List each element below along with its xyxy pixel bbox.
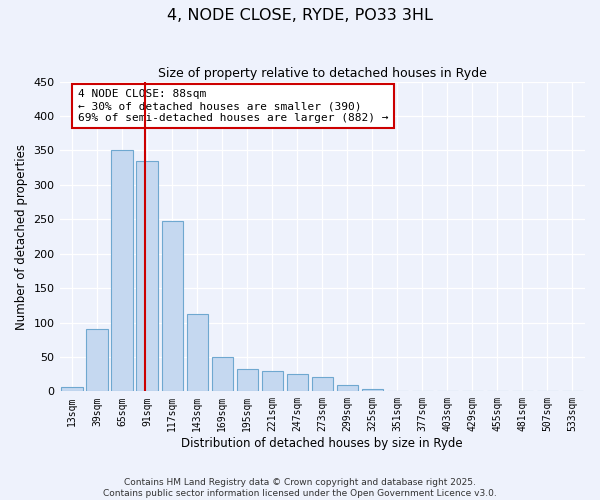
- Bar: [362, 388, 383, 392]
- Bar: [337, 385, 358, 392]
- Bar: [187, 314, 208, 392]
- Text: Contains HM Land Registry data © Crown copyright and database right 2025.
Contai: Contains HM Land Registry data © Crown c…: [103, 478, 497, 498]
- Bar: [212, 357, 233, 392]
- Title: Size of property relative to detached houses in Ryde: Size of property relative to detached ho…: [158, 68, 487, 80]
- Bar: [311, 377, 333, 392]
- Bar: [262, 370, 283, 392]
- Bar: [287, 374, 308, 392]
- Y-axis label: Number of detached properties: Number of detached properties: [15, 144, 28, 330]
- Text: 4 NODE CLOSE: 88sqm
← 30% of detached houses are smaller (390)
69% of semi-detac: 4 NODE CLOSE: 88sqm ← 30% of detached ho…: [78, 90, 388, 122]
- Bar: [112, 150, 133, 392]
- Bar: [86, 330, 108, 392]
- Bar: [61, 387, 83, 392]
- X-axis label: Distribution of detached houses by size in Ryde: Distribution of detached houses by size …: [181, 437, 463, 450]
- Bar: [236, 370, 258, 392]
- Bar: [412, 390, 433, 392]
- Bar: [161, 222, 183, 392]
- Bar: [136, 161, 158, 392]
- Text: 4, NODE CLOSE, RYDE, PO33 3HL: 4, NODE CLOSE, RYDE, PO33 3HL: [167, 8, 433, 22]
